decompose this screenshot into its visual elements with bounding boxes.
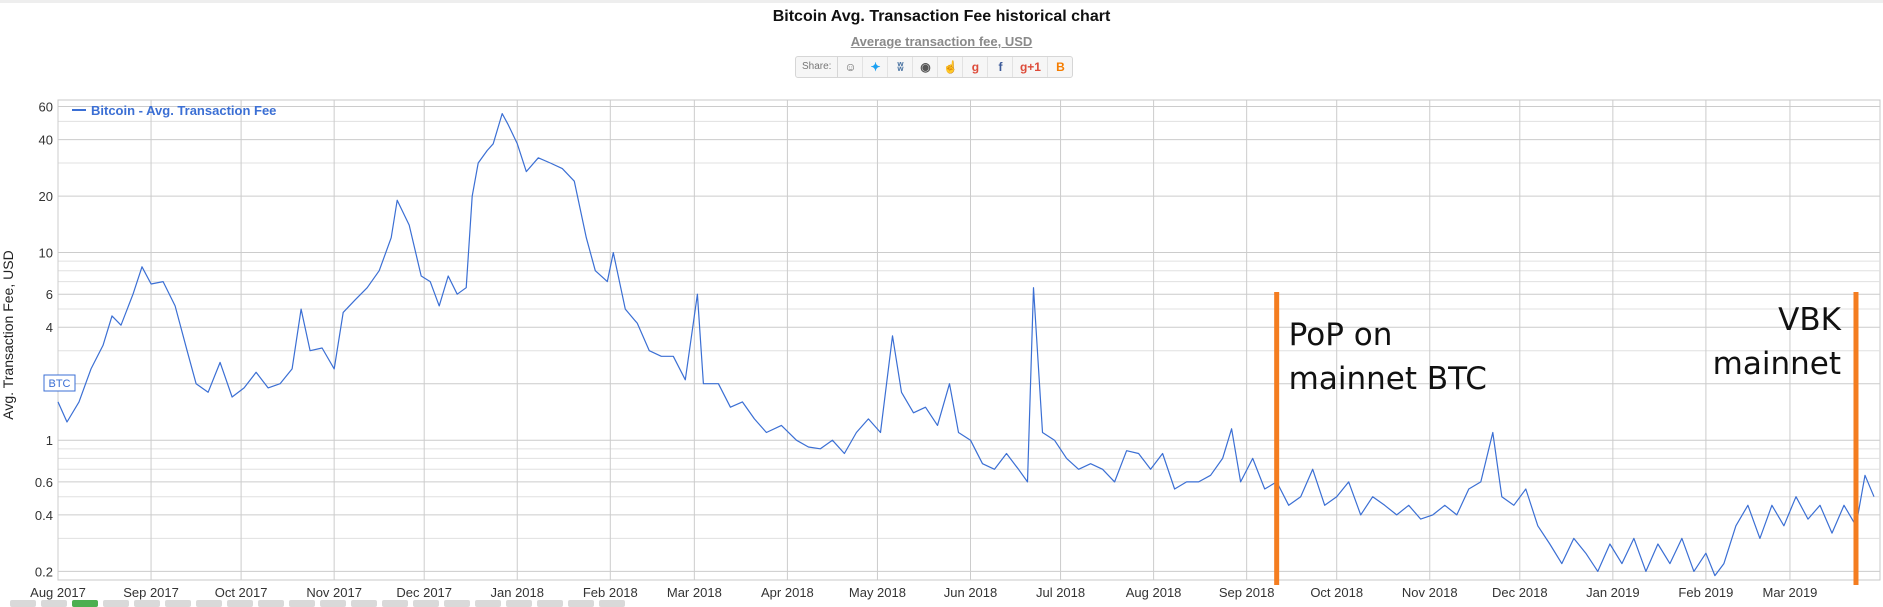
x-axis-ticks: Aug 2017 Sep 2017 Oct 2017 Nov 2017 Dec 2017…: [30, 585, 1817, 600]
x-tick-label: Aug 2017: [30, 585, 86, 600]
google-plus-one-icon[interactable]: g+1: [1013, 57, 1049, 77]
range-strip-cell[interactable]: [134, 600, 160, 607]
x-tick-label: Sep 2018: [1219, 585, 1275, 600]
x-tick-label: Nov 2018: [1402, 585, 1458, 600]
share-label: Share:: [796, 57, 839, 77]
twitter-icon[interactable]: ✦: [863, 57, 889, 77]
x-tick-label: Oct 2017: [215, 585, 268, 600]
range-strip-cell[interactable]: [72, 600, 98, 607]
like-icon[interactable]: ☝: [938, 57, 964, 77]
x-tick-label: Mar 2019: [1762, 585, 1817, 600]
annotation-text-vbk: VBK: [1778, 302, 1841, 338]
y-tick-label: 0.4: [35, 508, 53, 523]
range-strip-cell[interactable]: [289, 600, 315, 607]
annotations: PoP on mainnet BTC VBK mainnet: [1274, 292, 1859, 585]
range-strip-cell[interactable]: [568, 600, 594, 607]
chart-title: Bitcoin Avg. Transaction Fee historical …: [772, 8, 1111, 25]
range-strip-cell[interactable]: [351, 600, 377, 607]
series-group: [57, 112, 1875, 577]
x-tick-label: May 2018: [849, 585, 906, 600]
grid: [57, 99, 1881, 581]
range-selector-strip: [0, 600, 660, 607]
y-tick-label: 4: [46, 320, 53, 335]
y-axis-label: Avg. Transaction Fee, USD: [0, 250, 16, 419]
y-tick-label: 20: [39, 189, 53, 204]
y-tick-label: 10: [39, 246, 53, 261]
series-line[interactable]: [57, 112, 1875, 577]
x-tick-label: Sep 2017: [123, 585, 179, 600]
x-tick-label: Jul 2018: [1036, 585, 1085, 600]
blogger-icon[interactable]: B: [1056, 60, 1065, 74]
range-strip-cell[interactable]: [320, 600, 346, 607]
y-tick-label: 40: [39, 133, 53, 148]
range-strip-cell[interactable]: [196, 600, 222, 607]
x-tick-label: Jan 2019: [1586, 585, 1640, 600]
range-strip-cell[interactable]: [444, 600, 470, 607]
facebook-icon[interactable]: f: [988, 57, 1014, 77]
annotation-text-pop: PoP on: [1289, 317, 1393, 353]
x-tick-label: Jan 2018: [491, 585, 545, 600]
x-tick-label: Dec 2017: [396, 585, 452, 600]
vk-icon[interactable]: ʬ: [888, 57, 914, 77]
range-strip-cell[interactable]: [103, 600, 129, 607]
share-buttons: ☺ ✦ ʬ ◉ ☝ g f g+1 B: [838, 57, 1072, 77]
chart-subtitle[interactable]: Average transaction fee, USD: [850, 34, 1033, 49]
y-tick-label: 6: [46, 287, 53, 302]
range-strip-cell[interactable]: [413, 600, 439, 607]
weibo-icon[interactable]: ◉: [913, 57, 939, 77]
y-tick-label: 0.2: [35, 564, 53, 579]
btc-flag[interactable]: BTC: [43, 374, 76, 392]
y-tick-label: 60: [39, 100, 53, 115]
y-tick-label: 1: [46, 433, 53, 448]
btc-flag-label: BTC: [49, 378, 71, 390]
btc-flag-box: [43, 374, 76, 392]
plot-frame: [57, 99, 1881, 581]
range-strip-cell[interactable]: [537, 600, 563, 607]
legend-entry[interactable]: Bitcoin - Avg. Transaction Fee: [91, 103, 276, 118]
x-tick-label: Dec 2018: [1492, 585, 1548, 600]
range-strip-cell[interactable]: [382, 600, 408, 607]
range-strip-cell[interactable]: [41, 600, 67, 607]
x-tick-label: Oct 2018: [1310, 585, 1363, 600]
google-plus-icon[interactable]: g: [963, 57, 989, 77]
top-border: [0, 0, 1883, 3]
range-strip-cell[interactable]: [599, 600, 625, 607]
y-axis-ticks: 0.2 0.4 0.6 1 4 6 10 20 40 60: [35, 100, 53, 580]
annotation-text-pop: mainnet BTC: [1289, 361, 1487, 397]
range-strip-cell[interactable]: [475, 600, 501, 607]
x-tick-label: Apr 2018: [761, 585, 814, 600]
x-tick-label: Nov 2017: [306, 585, 362, 600]
y-tick-label: 0.6: [35, 475, 53, 490]
range-strip-cell[interactable]: [227, 600, 253, 607]
x-tick-label: Aug 2018: [1126, 585, 1182, 600]
x-tick-label: Feb 2018: [583, 585, 638, 600]
x-tick-label: Mar 2018: [667, 585, 722, 600]
range-strip-cell[interactable]: [258, 600, 284, 607]
annotation-text-vbk: mainnet: [1713, 346, 1841, 382]
range-strip-cell[interactable]: [10, 600, 36, 607]
range-strip-cell[interactable]: [506, 600, 532, 607]
share-bar: Share: ☺ ✦ ʬ ◉ ☝ g f g+1 B: [795, 56, 1074, 78]
legend[interactable]: Bitcoin - Avg. Transaction Fee: [72, 103, 276, 118]
x-tick-label: Jun 2018: [944, 585, 998, 600]
reddit-icon[interactable]: ☺: [838, 57, 864, 77]
x-tick-label: Feb 2019: [1678, 585, 1733, 600]
range-strip-cell[interactable]: [165, 600, 191, 607]
